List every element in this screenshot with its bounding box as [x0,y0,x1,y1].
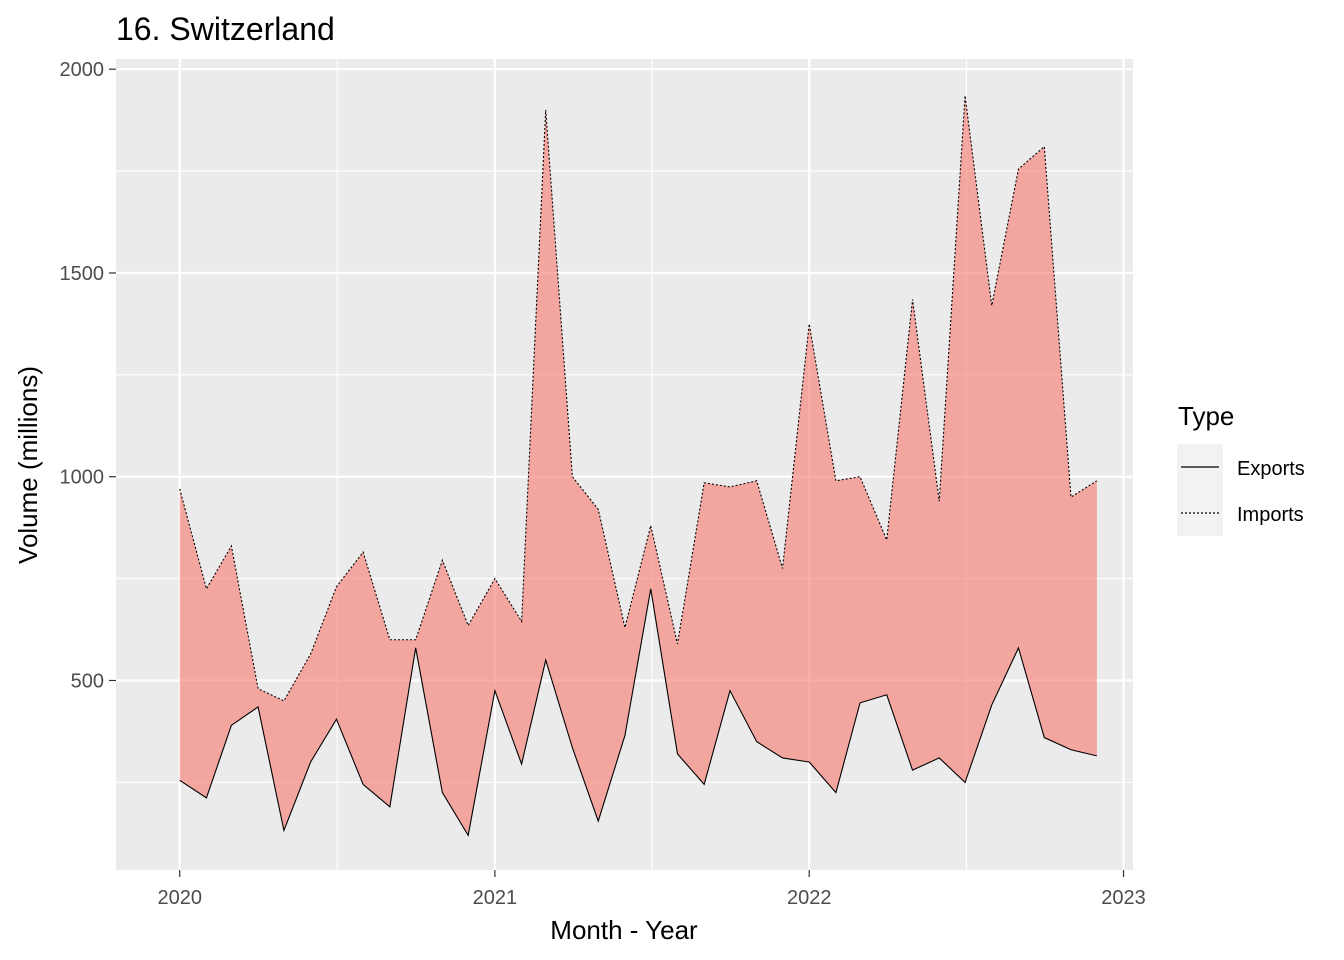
ribbon-area [179,95,1097,836]
series-line-exports [179,588,1097,837]
legend-title: Type [1178,401,1234,431]
x-tick-label: 2020 [157,887,202,909]
legend: Type Exports Imports [1177,401,1305,536]
legend-key-imports [1177,490,1223,536]
y-tick-label: 500 [71,670,104,692]
legend-label-imports: Imports [1237,504,1304,526]
x-tick-label: 2023 [1101,887,1146,909]
x-tick-label: 2022 [787,887,832,909]
series-line-imports [179,95,1098,702]
x-axis: 2020 2021 2022 2023 [157,870,1146,909]
x-axis-title: Month - Year [550,915,698,945]
y-tick-label: 1000 [60,467,105,489]
y-axis-title: Volume (millions) [13,366,43,564]
y-axis: 500 1000 1500 2000 [60,59,116,692]
legend-label-exports: Exports [1237,458,1305,480]
chart-title: 16. Switzerland [116,11,335,47]
y-tick-label: 1500 [60,263,105,285]
x-tick-label: 2021 [473,887,518,909]
y-tick-label: 2000 [60,59,105,81]
